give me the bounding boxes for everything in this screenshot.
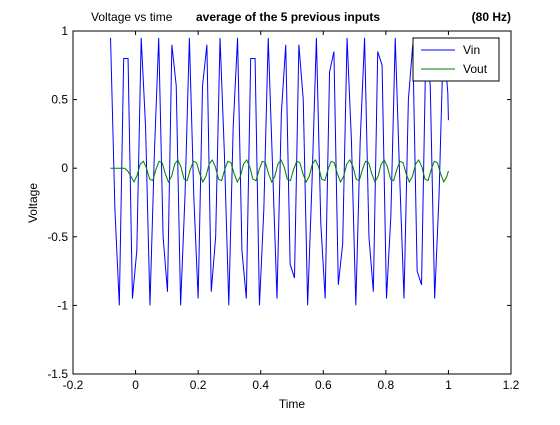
series-line-vout: [110, 159, 449, 184]
title-left: Voltage vs time: [91, 10, 173, 24]
titles: Voltage vs time average of the 5 previou…: [91, 10, 511, 24]
title-middle: average of the 5 previous inputs: [196, 10, 380, 24]
legend-box: [412, 37, 500, 82]
axes-box: [72, 30, 512, 375]
title-right: (80 Hz): [472, 10, 511, 24]
x-tick-label: 1: [445, 378, 452, 392]
y-tick-label: 1: [61, 24, 68, 38]
series-layer: [110, 37, 449, 306]
plot-area: [73, 31, 511, 374]
x-axis-label: Time: [279, 397, 306, 411]
x-tick-label: 0.2: [190, 378, 207, 392]
x-tick-label: 0.8: [378, 378, 395, 392]
y-axis-label: Voltage: [26, 183, 40, 223]
x-tick-label: 0.6: [315, 378, 332, 392]
tick-label-layer: -0.2 0 0.2 0.4 0.6 0.8 1 1.2 -1.5 -1 -0.5 0 0.5 1: [47, 24, 519, 392]
legend-label-vout: Vout: [463, 62, 488, 76]
x-tick-label: 0: [132, 378, 139, 392]
x-tick-label: 1.2: [503, 378, 520, 392]
x-tick-label: -0.2: [63, 378, 84, 392]
y-tick-label: -1: [57, 298, 68, 312]
x-tick-label: 0.4: [252, 378, 269, 392]
legend: Vin Vout: [412, 37, 500, 82]
series-line-vin: [110, 37, 449, 306]
y-tick-label: 0: [61, 161, 68, 175]
y-tick-label: 0.5: [51, 93, 68, 107]
y-tick-label: -0.5: [47, 230, 68, 244]
legend-label-vin: Vin: [463, 43, 480, 57]
y-tick-label: -1.5: [47, 367, 68, 381]
